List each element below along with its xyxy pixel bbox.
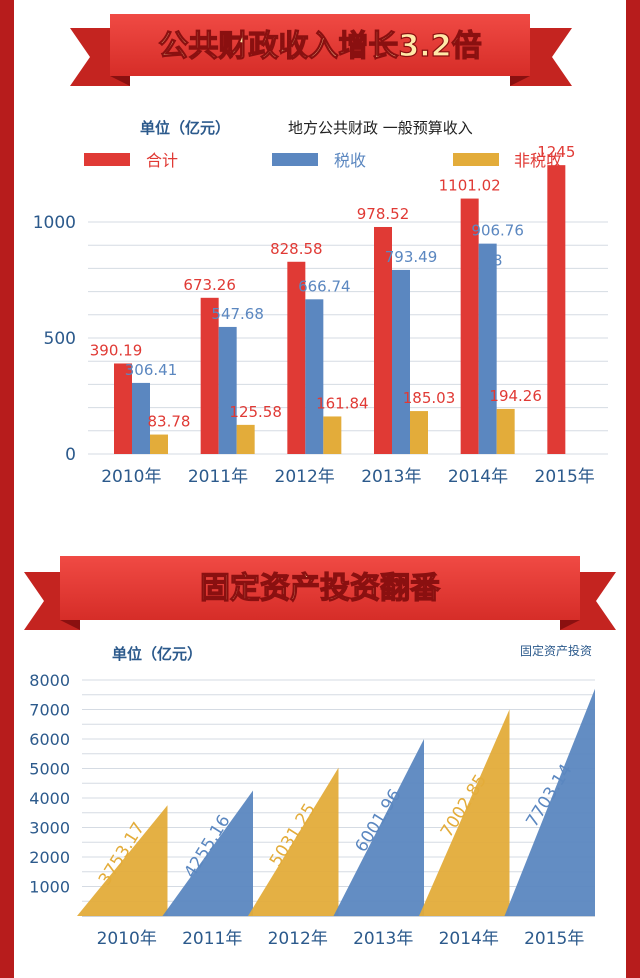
y-tick-label: 3000 xyxy=(29,819,70,838)
legend-swatch-total xyxy=(84,153,130,166)
chart1-y-axis: 0 500 1000 xyxy=(33,213,76,465)
y-tick-label: 500 xyxy=(44,329,76,349)
x-tick-label: 2015年 xyxy=(524,929,584,949)
banner-1: 公共财政收入增长3.2倍 xyxy=(70,14,572,86)
x-tick-label: 2014年 xyxy=(448,467,508,487)
triangle-bar xyxy=(77,805,168,916)
data-label-tax: 306.41 xyxy=(125,361,178,379)
banner-1-body xyxy=(110,14,530,76)
bar-tax xyxy=(478,243,497,454)
legend-label-tax: 税收 xyxy=(334,151,366,170)
data-label-tax: 906.76 xyxy=(471,222,524,240)
banner-2-title: 固定资产投资翻番 xyxy=(200,571,441,606)
data-label-nontax: 185.03 xyxy=(403,389,456,407)
bar-total xyxy=(114,363,132,454)
chart1-gridlines xyxy=(88,221,608,455)
y-tick-label: 4000 xyxy=(29,789,70,808)
banner-2-fold-right xyxy=(560,620,580,630)
x-tick-label: 2013年 xyxy=(361,467,421,487)
data-label-tax: 793.49 xyxy=(385,248,438,266)
x-tick-label: 2012年 xyxy=(268,929,328,949)
triangle-bar xyxy=(419,709,510,916)
data-label-total: 828.58 xyxy=(270,240,323,258)
data-label-total: 1245 xyxy=(537,143,575,161)
chart2-triangles xyxy=(77,688,595,916)
legend-label-total: 合计 xyxy=(146,151,178,170)
y-tick-label: 5000 xyxy=(29,760,70,779)
banner-1-title: 公共财政收入增长3.2倍 xyxy=(158,29,481,64)
y-tick-label: 0 xyxy=(65,445,76,465)
banner-1-fold-left xyxy=(110,76,130,86)
left-frame-border xyxy=(0,0,14,978)
bar-nontax xyxy=(150,434,168,454)
data-label-nontax: 83.78 xyxy=(148,413,191,431)
y-tick-label: 2000 xyxy=(29,848,70,867)
chart2-legend-label: 固定资产投资 xyxy=(520,643,592,658)
bar-nontax xyxy=(496,408,515,454)
x-tick-label: 2011年 xyxy=(182,929,242,949)
chart1-data-labels: 390.19 306.41 83.78 673.26 547.68 125.58 828.5… xyxy=(90,143,576,430)
banner-2-fold-left xyxy=(60,620,80,630)
chart1-bars xyxy=(114,165,566,454)
data-label-total: 673.26 xyxy=(183,276,236,294)
legend-swatch-tax xyxy=(272,153,318,166)
bar-tax xyxy=(305,299,324,454)
x-tick-label: 2010年 xyxy=(101,467,161,487)
chart1-legend: 合计 税收 非税收 xyxy=(84,151,562,170)
banner-1-fold-right xyxy=(510,76,530,86)
bar-total xyxy=(374,226,392,454)
x-tick-label: 2015年 xyxy=(535,467,595,487)
data-label-nontax: 161.84 xyxy=(316,394,369,412)
triangle-bar xyxy=(162,790,253,916)
chart1-unit-label: 单位（亿元） xyxy=(140,119,230,137)
y-tick-label: 8000 xyxy=(29,671,70,690)
chart2-unit-label: 单位（亿元） xyxy=(112,645,202,663)
y-tick-label: 6000 xyxy=(29,730,70,749)
chart2-x-axis: 2010年 2011年 2012年 2013年 2014年 2015年 xyxy=(97,929,585,949)
y-tick-label: 7000 xyxy=(29,701,70,720)
x-tick-label: 2010年 xyxy=(97,929,157,949)
right-frame-border xyxy=(626,0,640,978)
chart1-x-axis: 2010年 2011年 2012年 2013年 2014年 2015年 xyxy=(101,467,595,487)
triangle-bar xyxy=(333,738,424,916)
chart2-y-axis: 1000 2000 3000 4000 5000 6000 7000 8000 xyxy=(29,671,70,897)
bar-total xyxy=(200,297,219,454)
x-tick-label: 2012年 xyxy=(275,467,335,487)
data-label-tax: 666.74 xyxy=(298,277,351,295)
x-tick-label: 2014年 xyxy=(439,929,499,949)
x-tick-label: 2011年 xyxy=(188,467,248,487)
revenue-section: 公共财政收入增长3.2倍 单位（亿元） 地方公共财政 一般预算收入 合计 税收 … xyxy=(33,14,608,487)
legend-swatch-nontax xyxy=(453,153,499,166)
triangle-bar xyxy=(504,688,595,916)
bar-tax xyxy=(392,269,410,454)
banner-2: 固定资产投资翻番 xyxy=(24,556,616,630)
bar-tax xyxy=(132,382,150,454)
x-tick-label: 2013年 xyxy=(353,929,413,949)
data-label-nontax: 125.58 xyxy=(229,403,282,421)
data-label-tax: 547.68 xyxy=(211,305,264,323)
bar-nontax xyxy=(410,411,428,454)
y-tick-label: 1000 xyxy=(33,213,76,233)
data-label-tax: 8 xyxy=(493,252,503,270)
bar-tax xyxy=(218,326,237,454)
bar-nontax xyxy=(236,424,255,454)
y-tick-label: 1000 xyxy=(29,878,70,897)
chart1-subtitle: 地方公共财政 一般预算收入 xyxy=(288,119,473,137)
bar-total xyxy=(460,198,479,454)
data-label-total: 978.52 xyxy=(357,205,410,223)
triangle-bar xyxy=(248,767,339,916)
bar-total xyxy=(287,261,306,454)
bar-total xyxy=(547,165,566,454)
data-label-nontax: 194.26 xyxy=(489,387,542,405)
data-label-total: 1101.02 xyxy=(439,177,501,195)
data-label-total: 390.19 xyxy=(90,341,143,359)
bar-nontax xyxy=(323,416,342,454)
banner-2-body xyxy=(60,556,580,620)
